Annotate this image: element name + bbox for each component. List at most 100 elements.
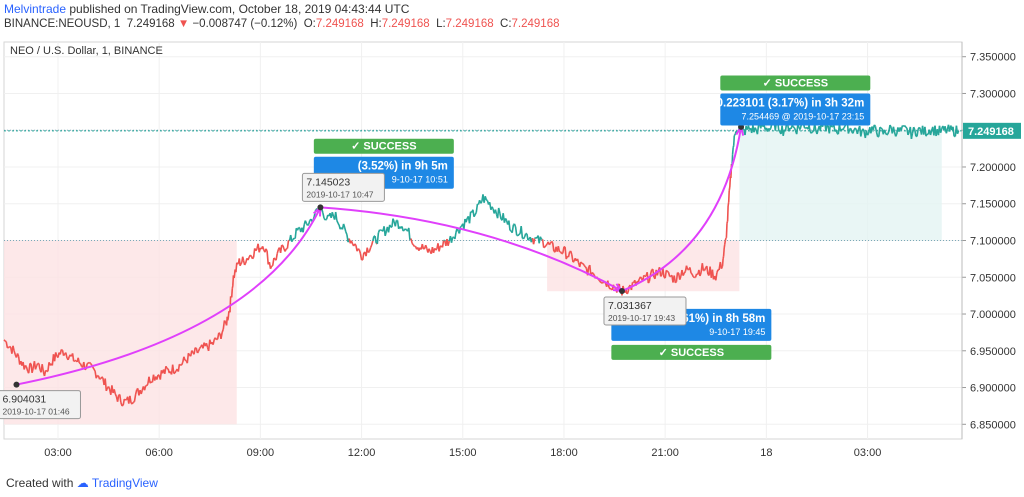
price-segment bbox=[849, 128, 853, 133]
x-tick-label: 21:00 bbox=[651, 447, 679, 459]
price-segment bbox=[878, 127, 881, 137]
price-segment bbox=[517, 233, 520, 237]
price-segment bbox=[243, 262, 247, 266]
price-segment bbox=[548, 242, 552, 246]
price-segment bbox=[866, 132, 870, 136]
price-segment bbox=[733, 134, 736, 137]
measure-line1: 1.61%) in 8h 58m bbox=[673, 313, 766, 325]
price-segment bbox=[271, 257, 275, 266]
price-segment bbox=[294, 228, 298, 239]
price-segment bbox=[608, 286, 611, 290]
price-segment bbox=[133, 394, 137, 402]
price-segment bbox=[218, 332, 221, 335]
price-change: −0.008747 (−0.12%) bbox=[192, 18, 298, 30]
price-segment bbox=[370, 240, 374, 246]
price-segment bbox=[682, 272, 686, 276]
price-segment bbox=[652, 268, 655, 278]
price-segment bbox=[732, 135, 736, 146]
price-segment bbox=[516, 234, 519, 237]
open-label: O: bbox=[303, 18, 316, 30]
price-segment bbox=[350, 240, 354, 245]
price-segment bbox=[323, 217, 327, 221]
price-segment bbox=[715, 272, 718, 281]
price-segment bbox=[249, 254, 252, 257]
price-segment bbox=[255, 248, 258, 252]
price-segment bbox=[87, 361, 90, 364]
price-segment bbox=[269, 265, 273, 270]
low-label: L: bbox=[436, 18, 446, 30]
price-segment bbox=[544, 245, 547, 248]
pivot-dot[interactable] bbox=[13, 381, 20, 388]
price-segment bbox=[251, 256, 255, 260]
price-segment bbox=[302, 224, 305, 233]
price-segment bbox=[699, 272, 702, 277]
price-segment bbox=[394, 220, 398, 227]
price-segment bbox=[924, 126, 927, 137]
price-segment bbox=[337, 222, 340, 226]
price-segment bbox=[67, 356, 70, 361]
y-tick-label: 7.200000 bbox=[970, 162, 1016, 174]
price-segment bbox=[873, 124, 877, 127]
price-segment bbox=[679, 275, 682, 280]
price-segment bbox=[77, 357, 81, 364]
price-segment bbox=[541, 239, 545, 248]
price-segment bbox=[368, 247, 372, 252]
tradingview-brand[interactable]: TradingView bbox=[91, 476, 158, 490]
price-segment bbox=[178, 363, 182, 366]
low-value: 7.249168 bbox=[445, 18, 494, 30]
price-segment bbox=[465, 217, 469, 223]
price-segment bbox=[71, 353, 75, 362]
price-segment bbox=[582, 263, 585, 266]
pivot-dot[interactable] bbox=[317, 204, 324, 211]
price-segment bbox=[284, 248, 287, 252]
price-segment bbox=[527, 238, 530, 241]
price-segment bbox=[412, 244, 416, 247]
price-segment bbox=[205, 342, 209, 348]
price-segment bbox=[563, 245, 566, 248]
pivot-price: 7.145023 bbox=[306, 176, 350, 188]
price-chart[interactable]: ✓ SUCCESS (3.52%) in 9h 5m 9-10-17 10:51 ✓ … bbox=[0, 38, 1024, 468]
author-name[interactable]: Melvintrade bbox=[4, 2, 67, 16]
price-segment bbox=[799, 125, 802, 130]
price-segment bbox=[372, 236, 375, 242]
price-segment bbox=[475, 203, 479, 213]
price-segment bbox=[315, 208, 318, 211]
price-segment bbox=[279, 244, 283, 254]
x-tick-label: 18:00 bbox=[550, 447, 578, 459]
pivot-time: 2019-10-17 10:47 bbox=[306, 189, 373, 199]
price-segment bbox=[99, 377, 102, 380]
price-segment bbox=[410, 238, 413, 244]
price-segment bbox=[198, 346, 202, 349]
price-segment bbox=[132, 400, 135, 404]
price-segment bbox=[222, 320, 226, 330]
price-segment bbox=[639, 276, 643, 279]
price-segment bbox=[191, 350, 194, 353]
price-segment bbox=[929, 130, 933, 136]
price-segment bbox=[266, 251, 269, 265]
price-segment bbox=[411, 243, 414, 246]
publish-line: Melvintrade published on TradingView.com… bbox=[4, 2, 409, 16]
price-segment bbox=[216, 332, 220, 340]
price-segment bbox=[673, 275, 677, 283]
last-price-label: 7.249168 bbox=[968, 126, 1014, 138]
price-segment bbox=[27, 363, 31, 374]
price-segment bbox=[291, 238, 294, 243]
price-segment bbox=[402, 229, 405, 232]
price-segment bbox=[216, 338, 218, 341]
price-segment bbox=[879, 126, 882, 129]
price-segment bbox=[856, 128, 860, 135]
price-segment bbox=[41, 364, 45, 373]
price-segment bbox=[239, 263, 242, 267]
price-segment bbox=[499, 213, 502, 220]
price-segment bbox=[231, 285, 234, 289]
price-segment bbox=[252, 248, 256, 258]
price-segment bbox=[104, 378, 108, 391]
price-segment bbox=[571, 254, 574, 263]
price-segment bbox=[65, 352, 68, 359]
price-segment bbox=[901, 124, 904, 127]
pivot-dot[interactable] bbox=[618, 287, 625, 294]
y-tick-label: 6.850000 bbox=[970, 419, 1016, 431]
price-segment bbox=[5, 341, 9, 349]
price-segment bbox=[89, 363, 93, 366]
price-segment bbox=[674, 281, 677, 284]
